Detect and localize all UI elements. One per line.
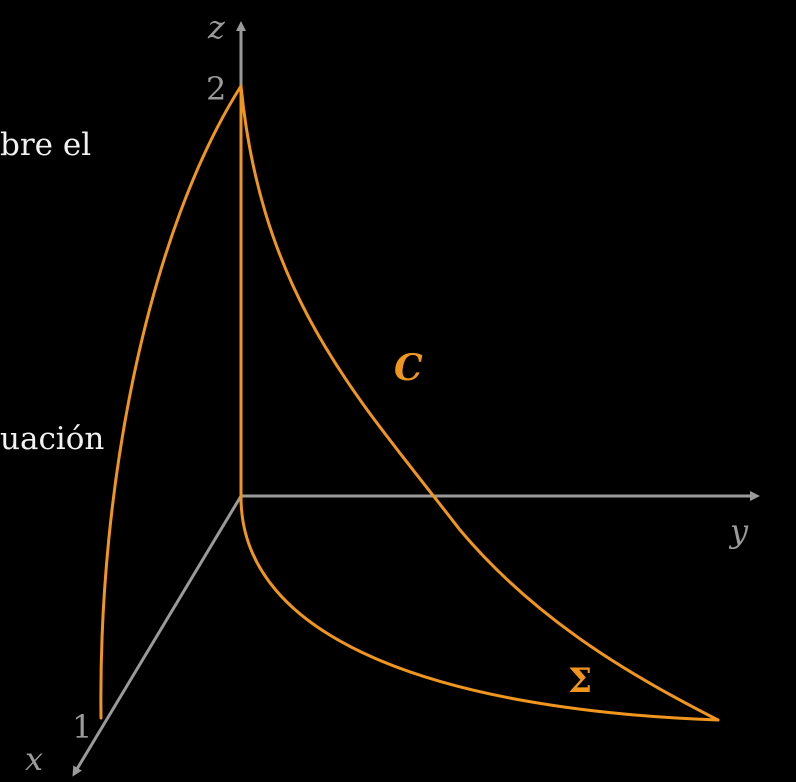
x-axis — [72, 495, 243, 777]
x-tick-1: 1 — [72, 708, 92, 746]
curve-sigma — [239, 494, 720, 722]
y-axis-label: y — [728, 512, 749, 550]
x-axis-label: x — [25, 740, 43, 778]
z-axis-label: z — [207, 8, 226, 46]
curve-c-label: C — [394, 347, 423, 389]
z-tick-2: 2 — [206, 70, 226, 108]
curve-xz — [99, 84, 243, 720]
curve-c — [239, 84, 720, 722]
surface-sigma-label: Σ — [568, 661, 592, 701]
text-fragment-1: bre el — [0, 127, 92, 163]
text-fragment-2: uación — [0, 421, 105, 457]
